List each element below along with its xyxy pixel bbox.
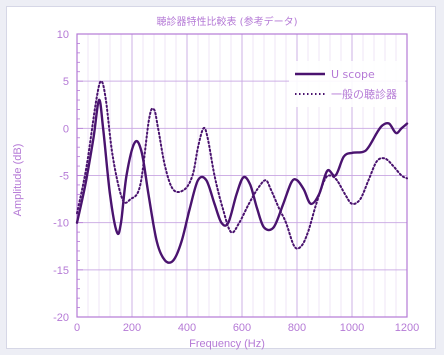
y-axis-label: Amplitude (dB) (12, 144, 24, 217)
x-tick-label: 800 (288, 322, 306, 334)
x-tick-label: 1000 (340, 322, 364, 334)
legend: U scope 一般の聴診器 (289, 61, 405, 107)
y-tick-label: 5 (63, 76, 69, 88)
x-axis-label: Frequency (Hz) (189, 338, 265, 350)
series-line-standard-stethoscope (76, 80, 408, 250)
x-tick-label: 200 (123, 322, 141, 334)
chart-frame: 聴診器特性比較表 (参考データ) U scope 一般の聴診器 0 200 400 60… (6, 6, 436, 350)
x-tick-label: 600 (233, 322, 251, 334)
y-tick-label: 10 (57, 29, 69, 41)
legend-label: U scope (331, 68, 375, 81)
chart-title: 聴診器特性比較表 (参考データ) (157, 15, 298, 28)
x-tick-label: 400 (178, 322, 196, 334)
x-tick-label: 1200 (395, 322, 419, 334)
y-tick-label: -10 (53, 218, 69, 230)
grid (76, 33, 408, 318)
legend-background (289, 61, 405, 107)
tick-labels: 0 200 400 600 800 1000 1200 10 5 0 -5 -10 -15 -20 (53, 29, 419, 334)
amplitude-frequency-chart: 聴診器特性比較表 (参考データ) U scope 一般の聴診器 0 200 400 60… (12, 15, 419, 350)
y-tick-label: -5 (59, 171, 69, 183)
y-tick-label: -20 (53, 312, 69, 324)
series-lines (75, 80, 409, 264)
x-tick-label: 0 (74, 322, 80, 334)
y-tick-label: -15 (53, 265, 69, 277)
y-tick-label: 0 (63, 123, 69, 135)
legend-label: 一般の聴診器 (331, 87, 397, 101)
series-line-u-scope (75, 98, 409, 264)
plot-border (76, 33, 408, 318)
